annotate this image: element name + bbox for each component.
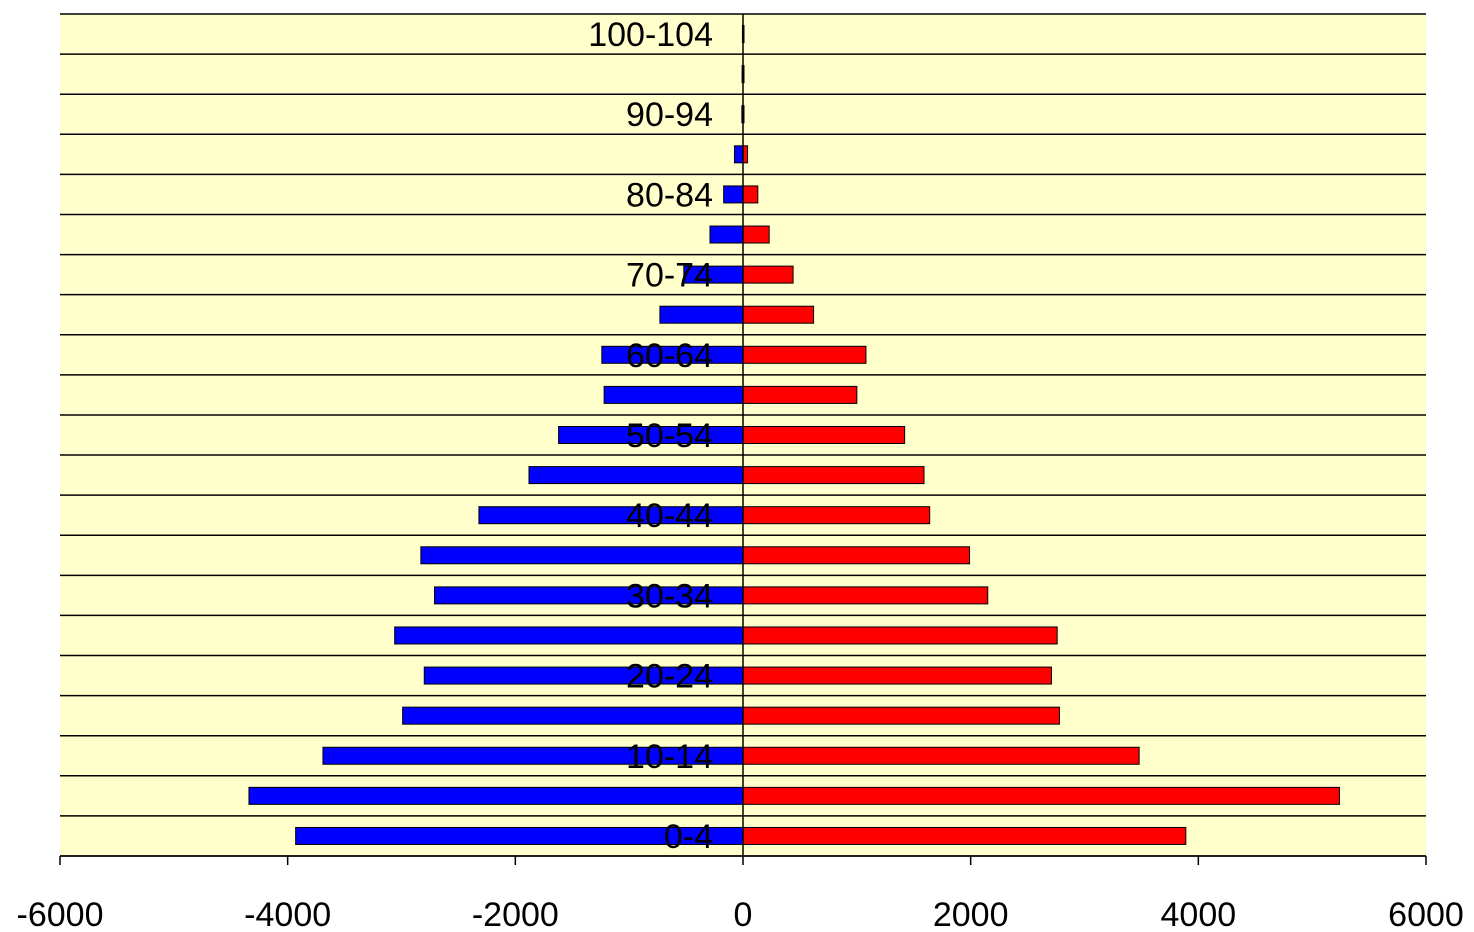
bar-left-5-9 xyxy=(248,786,744,805)
bar-left-80-84 xyxy=(723,185,744,204)
bar-left-25-29 xyxy=(394,626,744,645)
x-tick-label: 4000 xyxy=(1161,896,1237,932)
bar-right-40-44 xyxy=(742,506,931,525)
bar-right-10-14 xyxy=(742,746,1140,765)
bar-right-55-59 xyxy=(742,385,858,404)
y-tick-label: 100-104 xyxy=(588,16,713,54)
x-tick-label: -2000 xyxy=(472,896,559,932)
bar-right-0-4 xyxy=(742,826,1187,845)
bar-left-45-49 xyxy=(528,466,744,485)
bar-right-80-84 xyxy=(742,185,759,204)
bar-right-65-69 xyxy=(742,305,815,324)
y-tick-label: 30-34 xyxy=(626,577,713,615)
y-tick-label: 20-24 xyxy=(626,658,713,696)
bar-right-15-19 xyxy=(742,706,1060,725)
x-tick-label: 0 xyxy=(734,896,753,932)
y-tick-label: 10-14 xyxy=(626,738,713,776)
bar-right-75-79 xyxy=(742,225,770,244)
y-tick-label: 40-44 xyxy=(626,497,713,535)
bar-right-5-9 xyxy=(742,786,1340,805)
bar-left-55-59 xyxy=(603,385,744,404)
bar-left-85-89 xyxy=(733,145,744,164)
bar-left-75-79 xyxy=(709,225,744,244)
y-tick-label: 80-84 xyxy=(626,176,713,214)
bar-right-25-29 xyxy=(742,626,1058,645)
bar-right-70-74 xyxy=(742,265,794,284)
y-tick-label: 50-54 xyxy=(626,417,713,455)
bars xyxy=(248,25,1340,845)
bar-right-60-64 xyxy=(742,345,867,364)
bar-left-35-39 xyxy=(420,546,744,565)
bar-right-30-34 xyxy=(742,586,989,605)
bar-right-50-54 xyxy=(742,426,906,444)
y-tick-label: 0-4 xyxy=(664,818,713,856)
labels: -6000 -4000 -2000 0 2000 4000 6000 0-4 10-14 20-2… xyxy=(17,16,1464,932)
bar-right-35-39 xyxy=(742,546,971,565)
x-tick-label: 6000 xyxy=(1388,896,1464,932)
bar-right-20-24 xyxy=(742,666,1052,685)
bar-left-15-19 xyxy=(402,706,744,725)
bar-right-45-49 xyxy=(742,466,925,485)
x-tick-label: -6000 xyxy=(17,896,104,932)
y-tick-label: 70-74 xyxy=(626,257,713,295)
x-tick-label: 2000 xyxy=(933,896,1009,932)
y-tick-label: 90-94 xyxy=(626,96,713,134)
y-tick-label: 60-64 xyxy=(626,337,713,375)
bar-left-65-69 xyxy=(659,305,744,324)
x-tick-label: -4000 xyxy=(244,896,331,932)
axes xyxy=(59,14,1427,865)
